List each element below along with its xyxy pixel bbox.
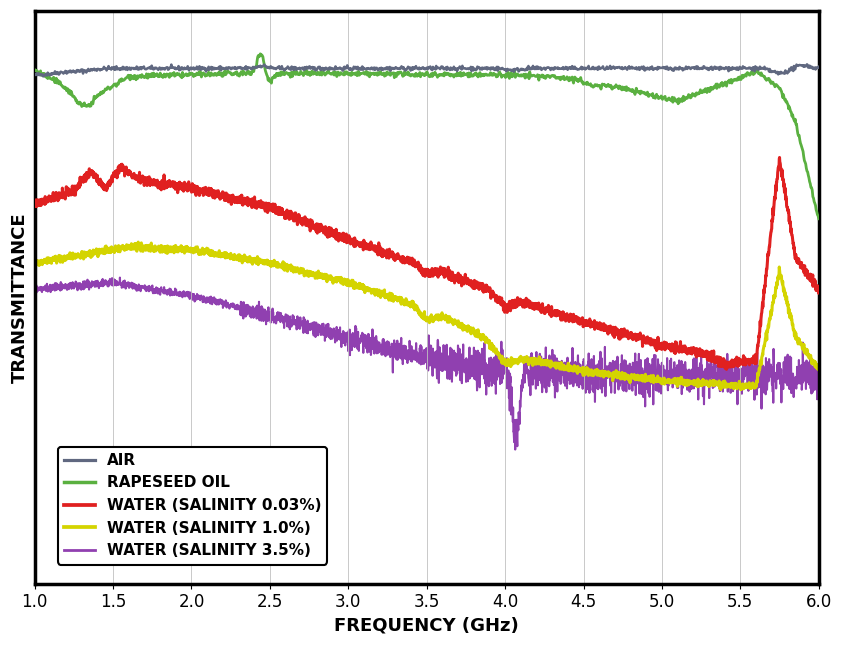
Y-axis label: TRANSMITTANCE: TRANSMITTANCE <box>11 212 30 382</box>
X-axis label: FREQUENCY (GHz): FREQUENCY (GHz) <box>335 617 519 635</box>
Legend: AIR, RAPESEED OIL, WATER (SALINITY 0.03%), WATER (SALINITY 1.0%), WATER (SALINIT: AIR, RAPESEED OIL, WATER (SALINITY 0.03%… <box>58 447 327 565</box>
